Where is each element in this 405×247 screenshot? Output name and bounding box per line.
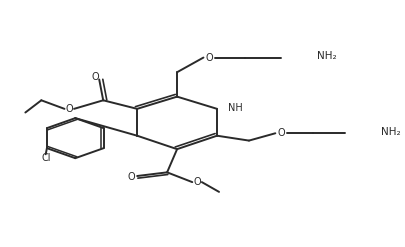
Text: Cl: Cl [41, 153, 51, 164]
Text: O: O [128, 172, 135, 182]
Text: NH₂: NH₂ [380, 127, 399, 137]
Text: O: O [65, 104, 73, 114]
Text: O: O [205, 53, 212, 62]
Text: O: O [277, 128, 284, 138]
Text: O: O [91, 72, 99, 82]
Text: O: O [193, 177, 200, 187]
Text: NH₂: NH₂ [316, 51, 336, 61]
Text: NH: NH [228, 103, 242, 113]
